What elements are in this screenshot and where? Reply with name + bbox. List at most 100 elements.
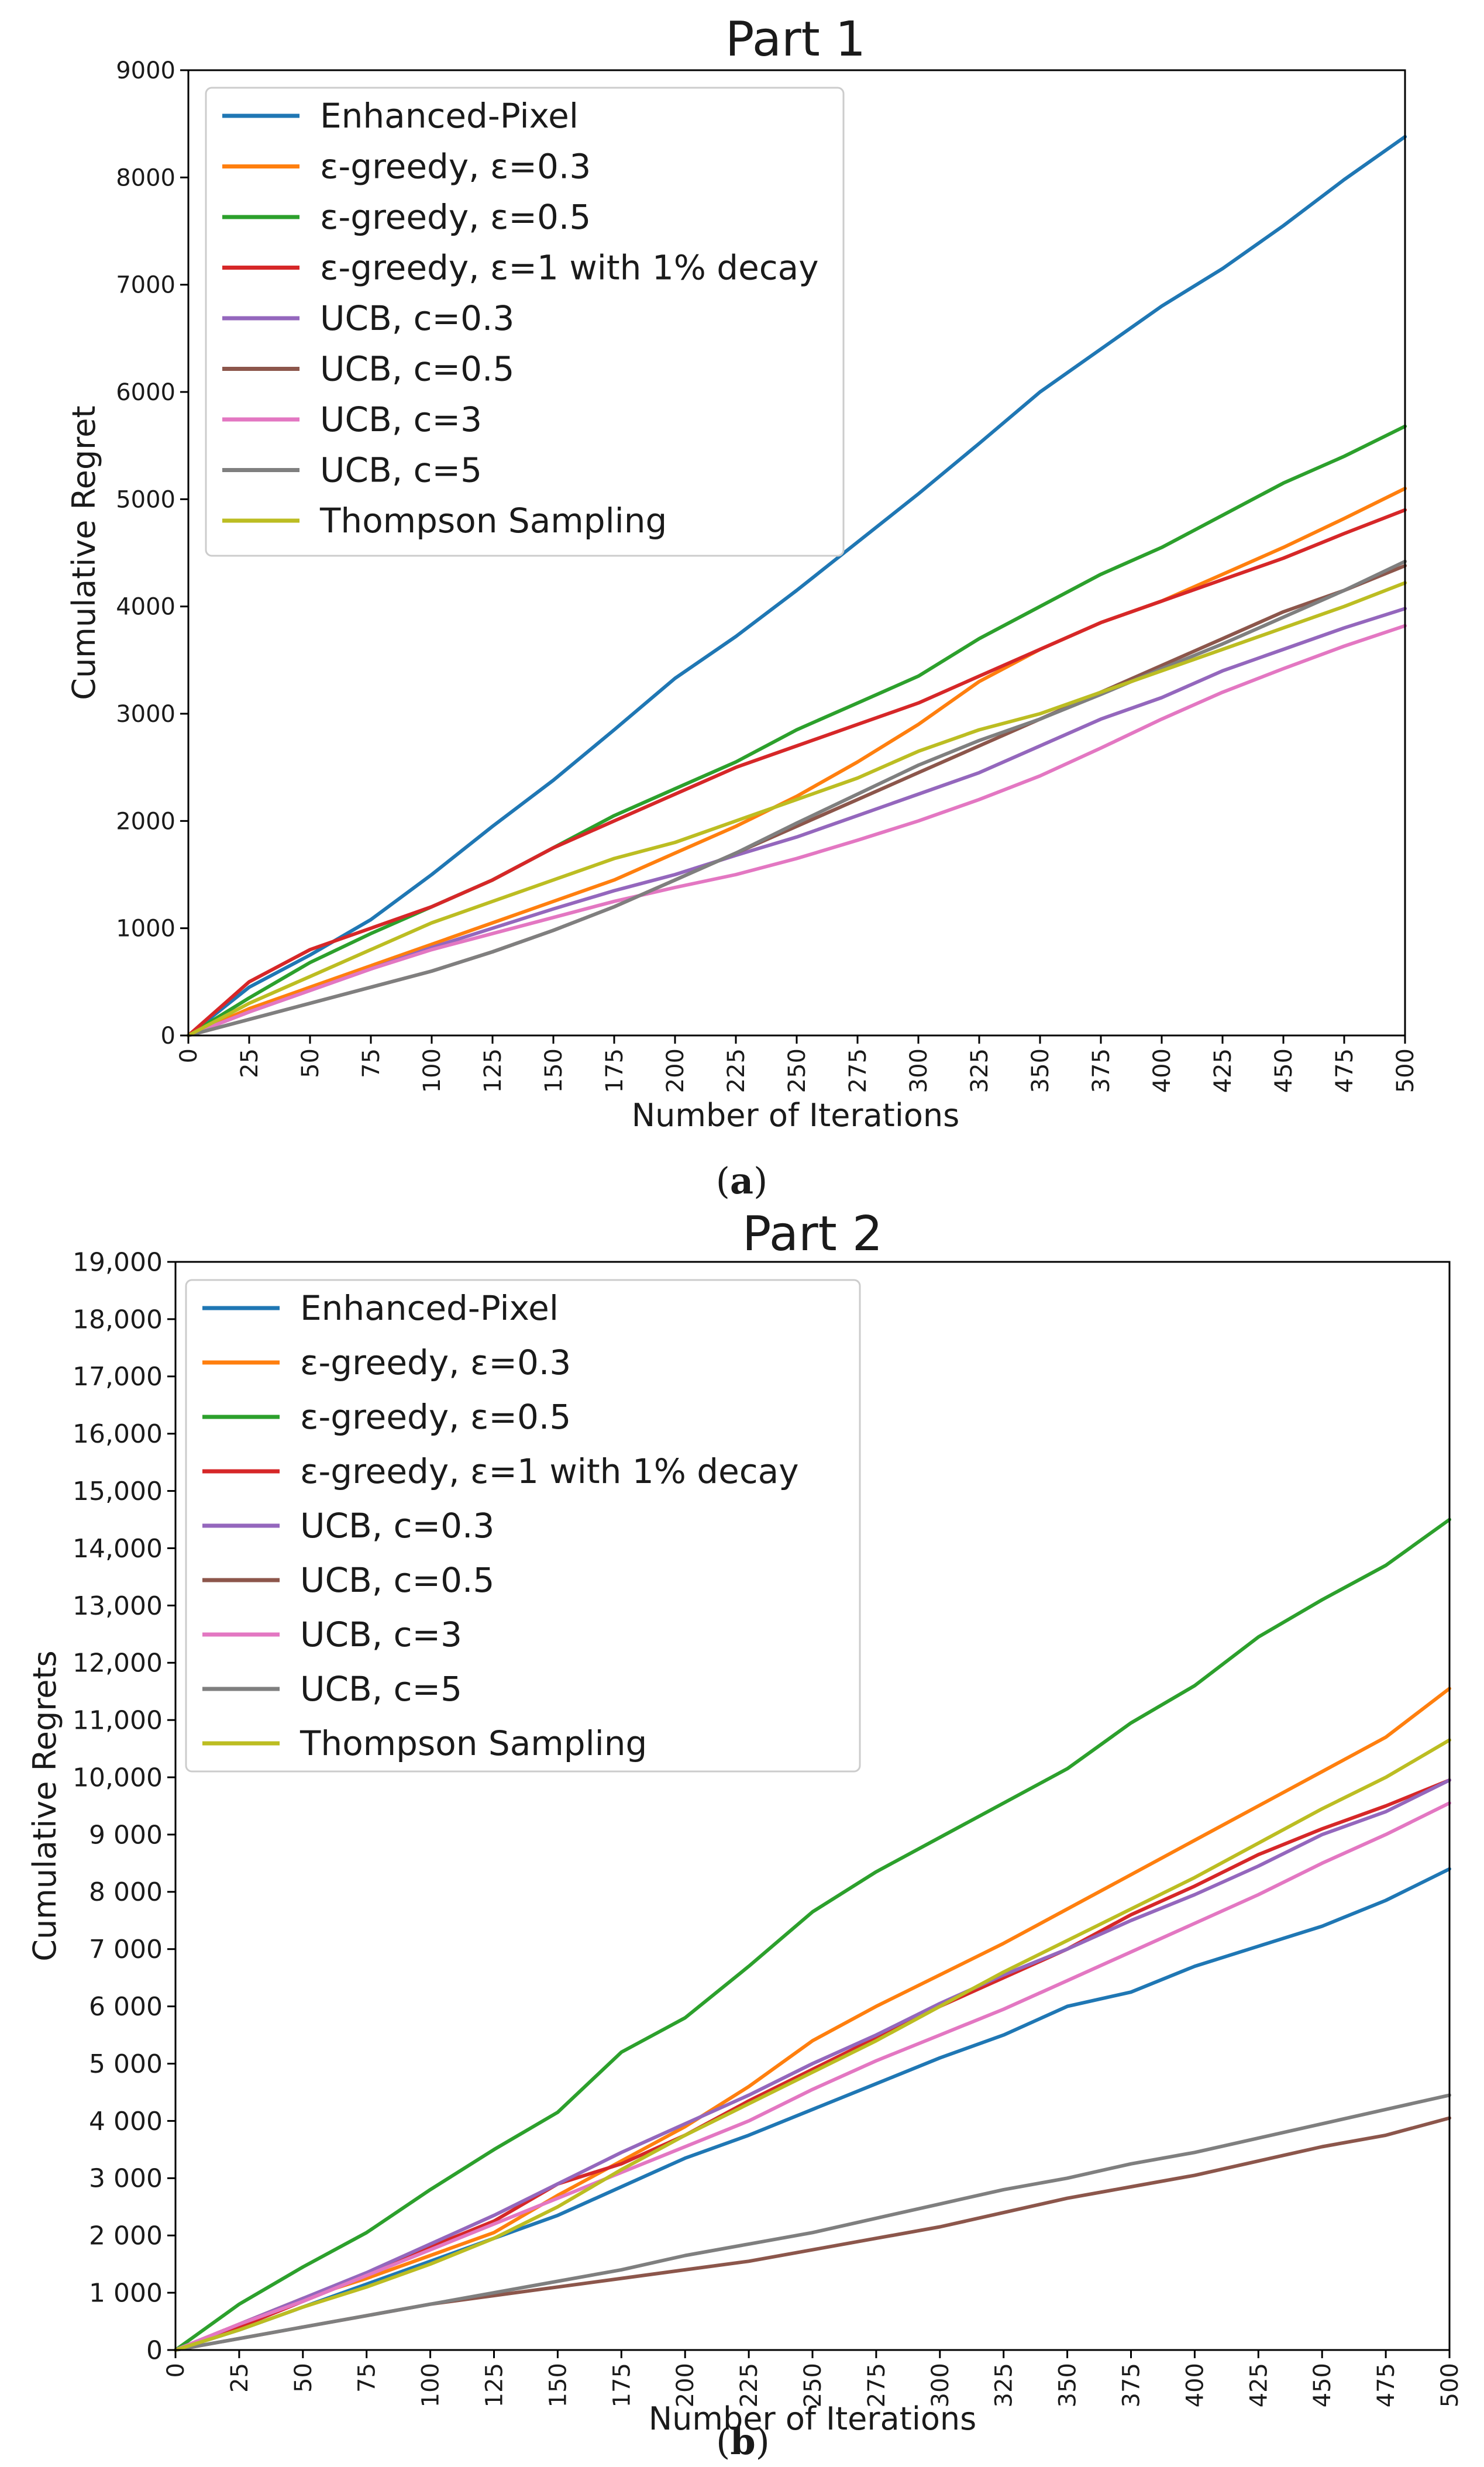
legend-label: UCB, c=3	[300, 1615, 462, 1654]
legend-label: Enhanced-Pixel	[300, 1288, 559, 1328]
x-tick-label: 375	[1118, 2363, 1145, 2407]
legend-label: ε-greedy, ε=0.3	[300, 1343, 571, 1382]
series-line-9	[174, 1738, 1451, 2352]
series-lines	[187, 135, 1407, 1037]
y-tick-label: 6 000	[89, 1992, 163, 2022]
x-axis-label: Number of Iterations	[649, 2400, 977, 2437]
x-axis-label: Number of Iterations	[632, 1097, 960, 1134]
y-tick-label: 2 000	[89, 2221, 163, 2251]
x-tick-label: 75	[358, 1048, 385, 1078]
series-line-7	[187, 624, 1407, 1037]
x-tick-label: 200	[662, 1048, 689, 1093]
x-tick-label: 150	[540, 1048, 567, 1093]
y-tick-label: 13,000	[73, 1591, 163, 1621]
x-tick-label: 75	[354, 2363, 381, 2393]
y-axis-label: Cumulative Regret	[66, 405, 102, 700]
x-tick-label: 300	[927, 2363, 954, 2407]
y-tick-label: 10,000	[73, 1763, 163, 1792]
series-line-3	[174, 1518, 1451, 2352]
legend-label: UCB, c=0.3	[320, 298, 514, 338]
y-tick-label: 7 000	[89, 1935, 163, 1964]
legend-item: Enhanced-Pixel	[202, 1288, 559, 1328]
y-tick-label: 9000	[116, 57, 175, 84]
legend-label: UCB, c=3	[320, 400, 482, 439]
y-tick-label: 11,000	[73, 1706, 163, 1736]
y-tick-label: 3000	[116, 701, 175, 728]
y-tick-label: 6000	[116, 379, 175, 406]
x-tick-label: 400	[1149, 1048, 1176, 1093]
legend-item: ε-greedy, ε=0.3	[202, 1343, 571, 1382]
legend: Enhanced-Pixel ε-greedy, ε=0.3 ε-greedy, ε…	[185, 1279, 861, 1773]
y-tick-label: 8 000	[89, 1877, 163, 1907]
legend-item: ε-greedy, ε=1 with 1% decay	[202, 1451, 799, 1491]
x-tick-label: 325	[966, 1048, 993, 1093]
x-tick-label: 475	[1331, 1048, 1358, 1093]
y-tick-label: 15,000	[73, 1477, 163, 1506]
y-tick-label: 18,000	[73, 1305, 163, 1334]
legend-item: UCB, c=0.5	[222, 349, 514, 389]
series-line-9	[187, 581, 1407, 1037]
series-line-8	[174, 2093, 1451, 2352]
y-axis-label: Cumulative Regrets	[26, 1650, 63, 1962]
x-tick-label: 250	[800, 2363, 827, 2407]
legend-label: UCB, c=0.3	[300, 1506, 494, 1546]
x-tick-label: 125	[481, 2363, 508, 2407]
x-tick-label: 350	[1055, 2363, 1082, 2407]
x-tick-label: 200	[672, 2363, 699, 2407]
legend-label: ε-greedy, ε=1 with 1% decay	[300, 1451, 799, 1491]
y-tick-label: 0	[146, 2335, 163, 2365]
y-axis: 0 1000 2000 3000 4000 5000 6000 7000 8000 9000	[116, 57, 188, 1050]
y-tick-label: 2000	[116, 808, 175, 835]
legend-item: UCB, c=0.5	[202, 1560, 494, 1600]
x-tick-label: 50	[297, 1048, 324, 1078]
x-tick-label: 50	[290, 2363, 317, 2393]
chart-title: Part 1	[725, 12, 866, 67]
series-line-7	[174, 1801, 1451, 2352]
legend-label: ε-greedy, ε=0.3	[320, 147, 591, 187]
x-tick-label: 25	[236, 1048, 263, 1078]
x-tick-label: 150	[545, 2363, 571, 2407]
x-tick-label: 350	[1027, 1048, 1054, 1093]
y-tick-label: 7000	[116, 272, 175, 299]
legend-label: ε-greedy, ε=0.5	[300, 1397, 571, 1437]
legend-label: Thompson Sampling	[319, 501, 667, 541]
y-tick-label: 5000	[116, 486, 175, 513]
x-tick-label: 0	[175, 1048, 202, 1063]
series-line-2	[174, 1687, 1451, 2352]
legend-label: UCB, c=0.5	[300, 1560, 494, 1600]
y-tick-label: 1000	[116, 916, 175, 942]
legend-item: Thompson Sampling	[202, 1723, 647, 1763]
x-tick-label: 100	[418, 2363, 445, 2407]
series-lines	[174, 1518, 1451, 2352]
y-tick-label: 19,000	[73, 1247, 163, 1277]
x-axis: 0 25 50 75 100 125 150 175 200 225 250 275 300 325 350…	[175, 1035, 1419, 1093]
legend-item: ε-greedy, ε=1 with 1% decay	[222, 248, 819, 288]
x-tick-label: 25	[226, 2363, 253, 2393]
legend-item: ε-greedy, ε=0.3	[222, 147, 591, 187]
series-line-1	[174, 1867, 1451, 2352]
legend-item: ε-greedy, ε=0.5	[222, 197, 591, 237]
series-line-8	[187, 559, 1407, 1037]
x-tick-label: 450	[1270, 1048, 1297, 1093]
x-tick-label: 500	[1437, 2363, 1464, 2407]
x-tick-label: 400	[1182, 2363, 1208, 2407]
legend-label: UCB, c=0.5	[320, 349, 514, 389]
legend-label: Enhanced-Pixel	[320, 96, 579, 136]
x-tick-label: 425	[1245, 2363, 1272, 2407]
legend-item: UCB, c=3	[202, 1615, 462, 1654]
y-tick-label: 14,000	[73, 1534, 163, 1564]
y-tick-label: 12,000	[73, 1649, 163, 1678]
series-line-3	[187, 424, 1407, 1037]
legend-item: UCB, c=0.3	[222, 298, 514, 338]
x-tick-label: 100	[419, 1048, 446, 1093]
legend-item: UCB, c=5	[202, 1669, 462, 1709]
legend-label: UCB, c=5	[300, 1669, 462, 1709]
legend-label: UCB, c=5	[320, 450, 482, 490]
x-tick-label: 125	[480, 1048, 507, 1093]
y-tick-label: 0	[161, 1023, 175, 1050]
x-tick-label: 175	[601, 1048, 628, 1093]
legend-item: UCB, c=5	[222, 450, 482, 490]
series-line-1	[187, 135, 1407, 1037]
x-tick-label: 475	[1373, 2363, 1400, 2407]
